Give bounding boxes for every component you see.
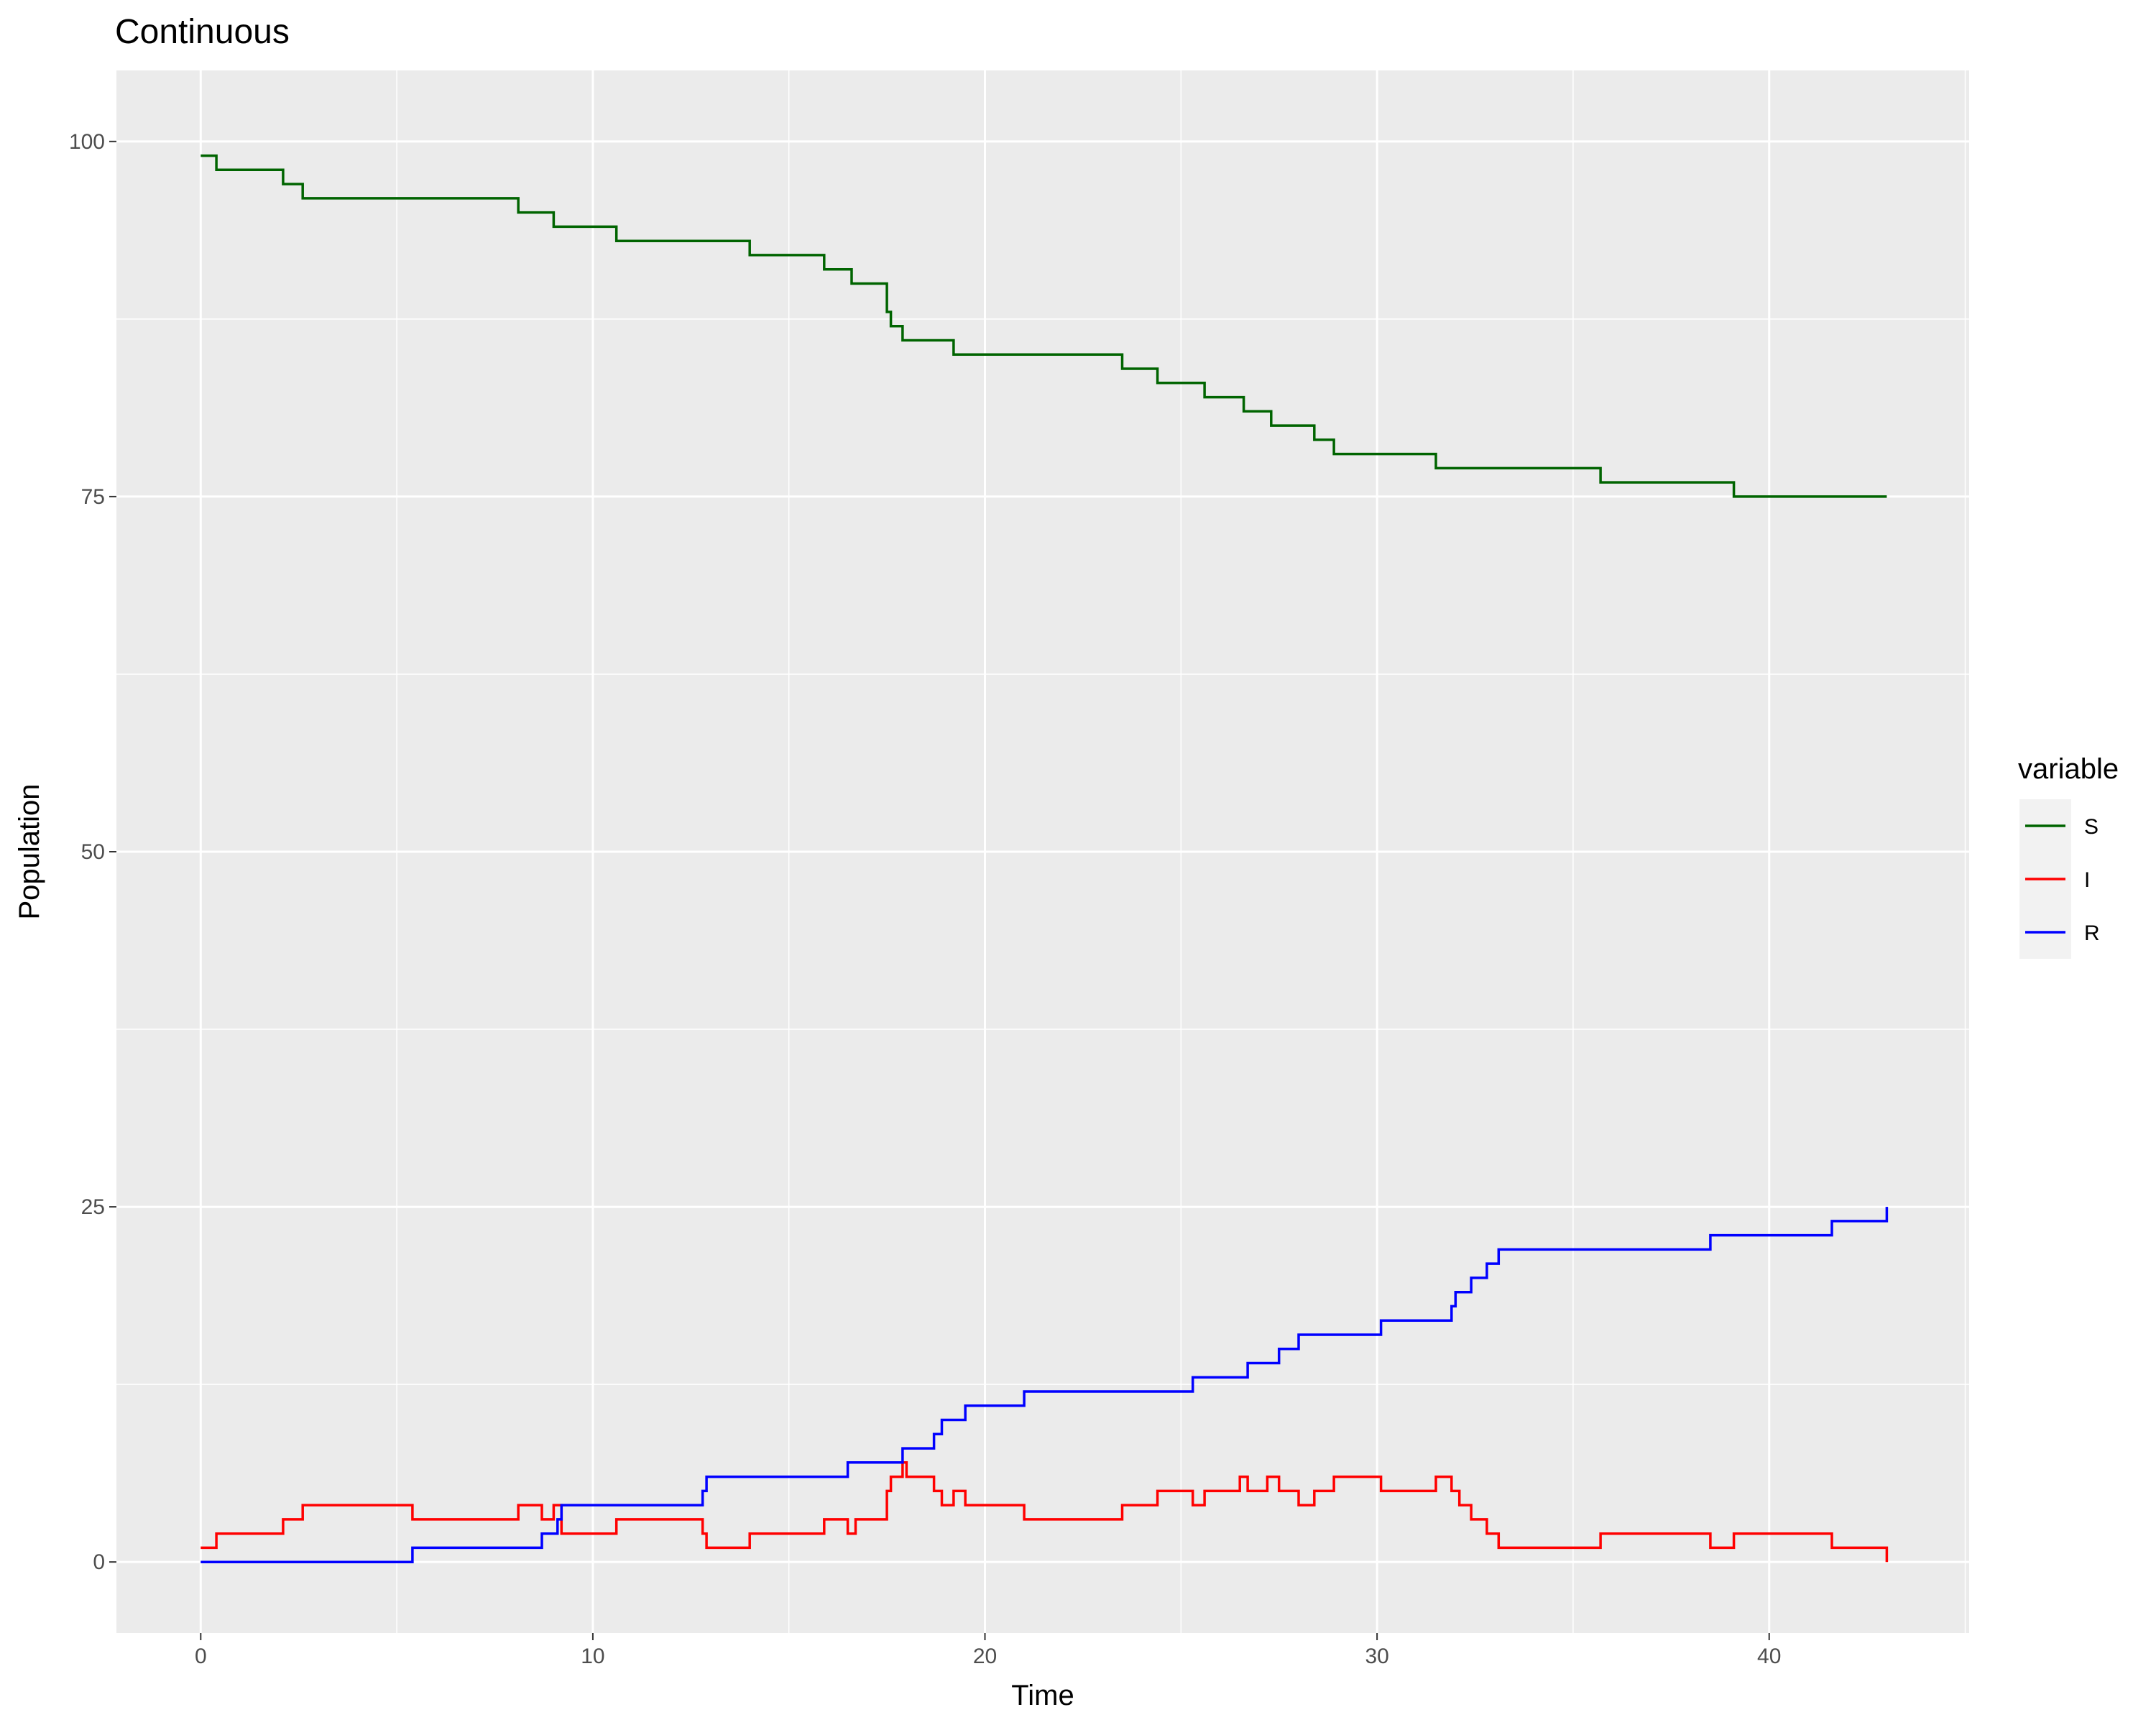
x-tick-label: 10	[581, 1644, 604, 1668]
legend: variable S I R	[2018, 753, 2119, 959]
legend-title: variable	[2018, 753, 2119, 785]
y-tick-label: 100	[69, 130, 105, 154]
chart-title: Continuous	[115, 13, 290, 51]
legend-label-R: R	[2084, 921, 2100, 945]
legend-label-S: S	[2084, 815, 2099, 839]
y-axis-title: Population	[14, 783, 45, 919]
legend-label-I: I	[2084, 868, 2090, 892]
x-tick-label: 0	[195, 1644, 207, 1668]
x-tick-label: 30	[1365, 1644, 1388, 1668]
y-tick-label: 75	[81, 485, 105, 509]
x-axis: 0 10 20 30 40	[195, 1633, 1781, 1668]
y-tick-label: 0	[93, 1550, 105, 1574]
series-S-line	[201, 154, 1887, 498]
x-axis-title: Time	[1011, 1680, 1074, 1711]
series-R-line	[201, 1207, 1889, 1563]
y-axis: 0 25 50 75 100	[69, 130, 116, 1574]
x-tick-label: 20	[973, 1644, 997, 1668]
series-layer	[201, 154, 1889, 1563]
x-tick-label: 40	[1757, 1644, 1781, 1668]
major-gridlines	[116, 70, 1969, 1633]
series-I-line	[201, 1461, 1889, 1563]
y-tick-label: 50	[81, 840, 105, 864]
y-tick-label: 25	[81, 1195, 105, 1219]
